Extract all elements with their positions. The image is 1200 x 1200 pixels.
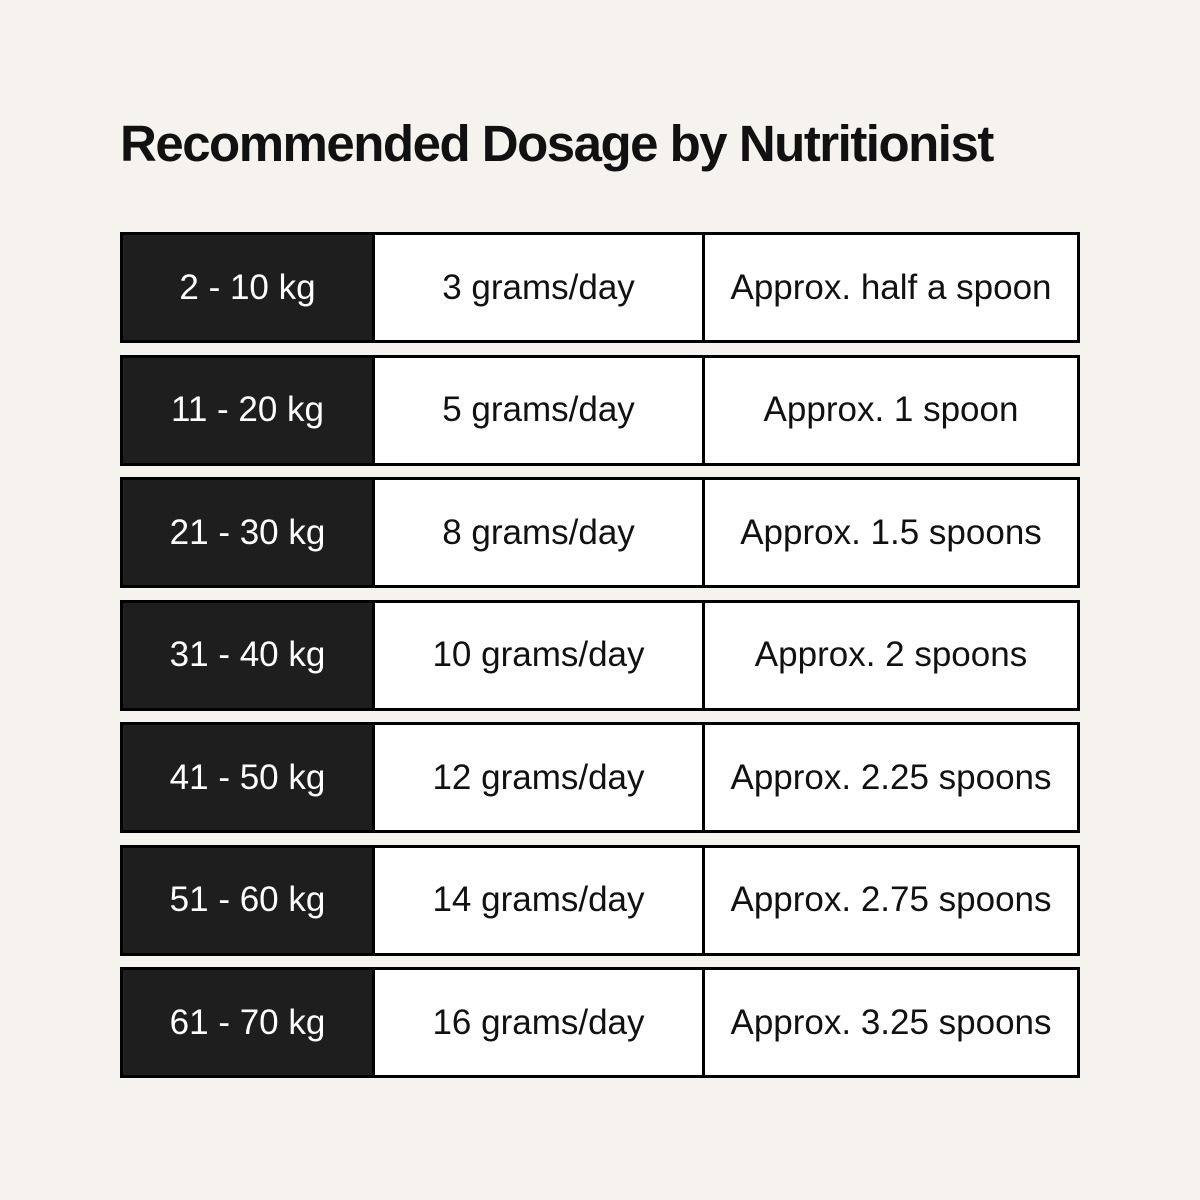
spoons-cell: Approx. 3.25 spoons: [730, 1002, 1052, 1042]
weight-cell: 11 - 20 kg: [123, 357, 375, 463]
weight-cell: 51 - 60 kg: [123, 847, 375, 953]
table-row: 21 - 30 kg 8 grams/day Approx. 1.5 spoon…: [120, 477, 1080, 588]
table-row: 41 - 50 kg 12 grams/day Approx. 2.25 spo…: [120, 722, 1080, 833]
spoons-cell: Approx. 2.75 spoons: [730, 880, 1052, 919]
spoons-cell: Approx. 2.25 spoons: [730, 757, 1052, 797]
spoons-cell: Approx. 1 spoon: [763, 390, 1019, 429]
weight-cell: 41 - 50 kg: [123, 725, 375, 830]
weight-cell: 31 - 40 kg: [123, 602, 375, 708]
spoons-cell: Approx. 2 spoons: [754, 635, 1028, 674]
dose-cell: 3 grams/day: [375, 235, 705, 340]
table-row: 61 - 70 kg 16 grams/day Approx. 3.25 spo…: [120, 967, 1080, 1078]
weight-cell: 2 - 10 kg: [123, 235, 375, 340]
dose-cell: 10 grams/day: [375, 602, 705, 708]
table-row: 31 - 40 kg 10 grams/day Approx. 2 spoons: [120, 599, 1080, 711]
spoons-cell: Approx. half a spoon: [730, 267, 1052, 307]
table-row: 51 - 60 kg 14 grams/day Approx. 2.75 spo…: [120, 844, 1080, 956]
table-row: 2 - 10 kg 3 grams/day Approx. half a spo…: [120, 232, 1080, 343]
dose-cell: 12 grams/day: [375, 725, 705, 830]
spoons-cell: Approx. 1.5 spoons: [740, 512, 1042, 552]
weight-cell: 21 - 30 kg: [123, 480, 375, 585]
weight-cell: 61 - 70 kg: [123, 970, 375, 1075]
dose-cell: 16 grams/day: [375, 970, 705, 1075]
dose-cell: 8 grams/day: [375, 480, 705, 585]
dosage-table: 2 - 10 kg 3 grams/day Approx. half a spo…: [120, 232, 1080, 1090]
table-row: 11 - 20 kg 5 grams/day Approx. 1 spoon: [120, 354, 1080, 466]
dose-cell: 5 grams/day: [375, 357, 705, 463]
dose-cell: 14 grams/day: [375, 847, 705, 953]
page-title: Recommended Dosage by Nutritionist: [120, 115, 994, 172]
